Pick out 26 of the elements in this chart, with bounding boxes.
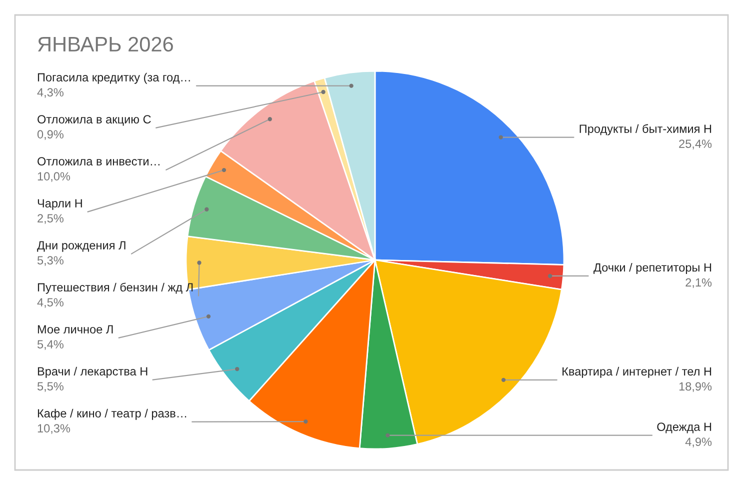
slice-label: Дни рождения Л (37, 241, 126, 252)
slice-label: Кафе / кино / театр / разв… (38, 408, 186, 420)
slice-label: Врачи / лекарства Н (38, 366, 148, 378)
data-label: 4,3% (37, 88, 64, 98)
slice-label: Одежда Н (657, 422, 712, 434)
data-label: 2,1% (686, 278, 712, 288)
slice-label: Мое личное Л (38, 325, 113, 334)
data-label: 4,5% (37, 298, 64, 308)
data-label: 18,9% (679, 382, 712, 392)
slice-label: Продукты / быт-химия Н (580, 124, 712, 136)
data-label: 4,9% (685, 438, 712, 448)
data-label: 25,4% (679, 140, 712, 150)
slice-label: Чарли Н (38, 199, 82, 210)
slice-label: Погасила кредитку (за год… (38, 72, 190, 84)
data-label: 5,3% (37, 256, 64, 266)
slice-label: Отложила в инвести… (38, 157, 160, 166)
slice-label: Квартира / интернет / тел Н (562, 366, 712, 378)
data-label: 10,0% (38, 172, 70, 182)
data-label: 2,5% (38, 214, 64, 224)
data-label: 0,9% (37, 130, 64, 140)
slice-label: Дочки / репетиторы Н (594, 262, 712, 274)
data-label: 5,4% (37, 340, 64, 350)
slice-label: Отложила в акцию С (38, 115, 151, 126)
data-label: 5,5% (37, 382, 64, 392)
chart-title: ЯНВАРЬ 2026 (38, 36, 173, 52)
data-label: 10,3% (38, 424, 70, 434)
